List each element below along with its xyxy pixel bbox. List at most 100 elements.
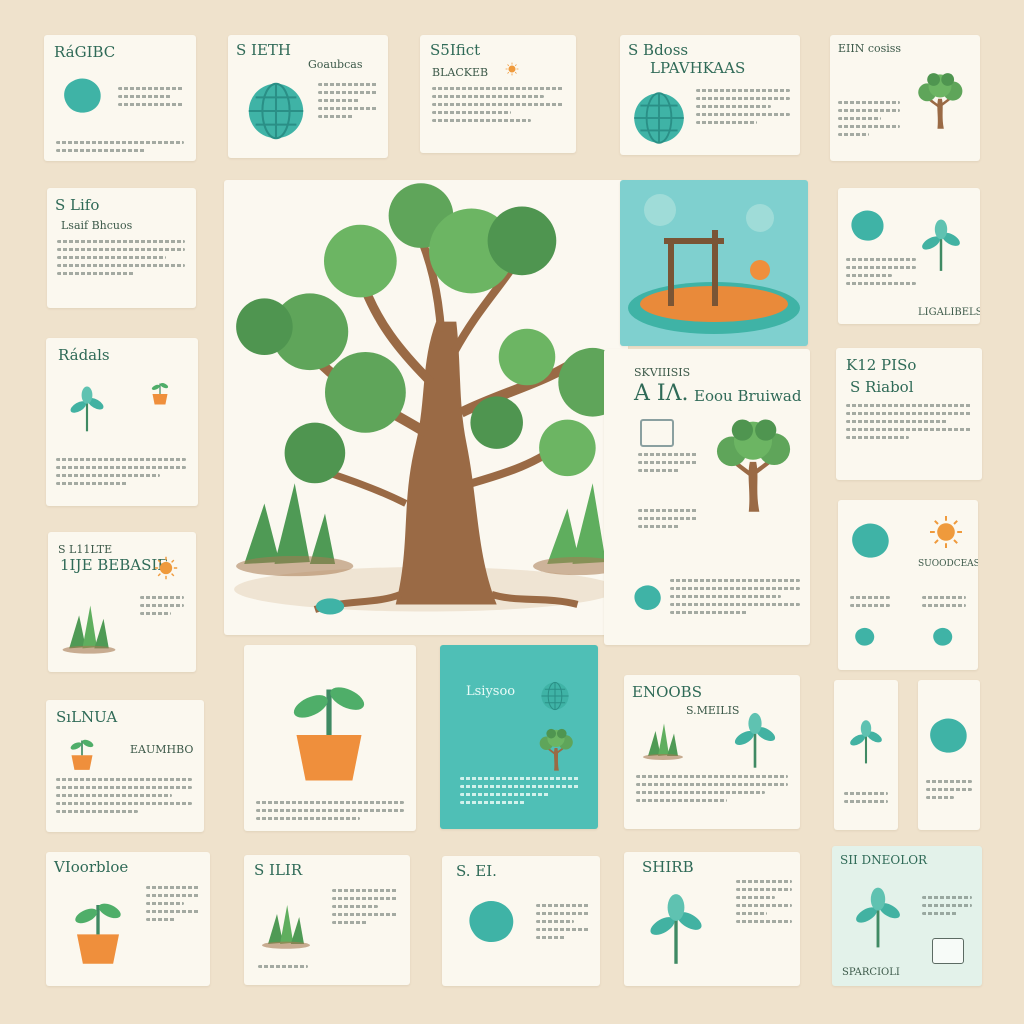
potted-tree-illustration — [254, 657, 404, 787]
card-title: S IETH — [236, 41, 292, 59]
card-r1c3[interactable]: S5Ifict BLACKEB — [420, 35, 576, 153]
text-lines — [922, 596, 966, 612]
leaf-heart-icon — [924, 706, 974, 766]
text-lines — [318, 83, 378, 123]
bush-tree-illustration — [700, 409, 806, 519]
card-title: SıLNUA — [56, 708, 118, 726]
pot-plant-icon — [60, 730, 104, 772]
card-r1c2[interactable]: S IETH Goaubcas — [228, 35, 388, 158]
card-r3c5[interactable]: K12 PISo S Riabol — [836, 348, 982, 480]
large-tree-illustration — [234, 183, 627, 615]
card-r1c4[interactable]: S Bdoss LPAVHKAAS — [620, 35, 800, 155]
card-footer: SPARCIOLI — [842, 967, 900, 978]
card-r3c3[interactable]: SKVIIISIS A IΛ. Eoou Bruiwad — [604, 349, 810, 645]
text-lines — [636, 775, 788, 807]
card-r2c5[interactable]: LIGALIBELS — [838, 188, 980, 324]
radish-icon — [840, 698, 892, 782]
sprout-illustration — [60, 368, 114, 446]
badge — [932, 938, 964, 964]
card-subtitle: A IΛ. — [634, 381, 689, 406]
orange-bowl-icon — [142, 376, 178, 406]
text-lines — [56, 458, 186, 490]
card-r6c4[interactable]: SHIRB — [624, 852, 800, 986]
text-lines — [56, 141, 184, 157]
card-r6c5[interactable]: SII DNEOLOR SPARCIOLI — [832, 846, 982, 986]
terrarium-illustration — [628, 87, 690, 149]
text-lines — [696, 89, 790, 129]
text-lines — [56, 778, 192, 818]
small-blob-icon — [852, 624, 878, 650]
text-lines — [846, 404, 972, 444]
card-title: K12 PISo — [846, 356, 917, 374]
text-lines — [838, 101, 900, 141]
card-title: S. EI. — [456, 862, 497, 880]
card-r1c1[interactable]: RáGIBC — [44, 35, 196, 161]
card-r4c5[interactable]: SUOODCEAS — [838, 500, 978, 670]
card-r5c2[interactable] — [244, 645, 416, 831]
card-title: VIoorbloe — [54, 858, 129, 876]
thumbnail-frame — [640, 419, 674, 447]
main-tree-card[interactable] — [224, 180, 628, 635]
card-r5c4[interactable]: ENOOBS S.MEILIS — [624, 675, 800, 829]
card-title: S ILIR — [254, 861, 303, 879]
card-subtitle: BLACKEB — [432, 66, 489, 79]
plant-sketch-illustration — [842, 870, 914, 960]
card-heading: Eoou Bruiwad — [694, 387, 802, 405]
creature-icon — [630, 565, 666, 631]
card-r2c1[interactable]: S Lifo Lsaif Bhcuos — [47, 188, 196, 308]
text-lines — [844, 792, 888, 808]
card-title: EIIN cosiss — [838, 42, 902, 55]
card-r3c1[interactable]: Rádals — [46, 338, 198, 506]
card-subtitle: Lsaif Bhcuos — [61, 219, 133, 232]
card-r1c5[interactable]: EIIN cosiss — [830, 35, 980, 161]
text-lines — [536, 904, 590, 944]
card-subtitle: 1ĲE BEBASIE — [60, 556, 169, 574]
card-title: SII DNEOLOR — [840, 853, 928, 867]
card-title: S L11LTE — [58, 543, 113, 556]
card-footer: LIGALIBELS — [918, 307, 980, 318]
card-subtitle: EAUMHBO — [130, 743, 194, 756]
sprout-icon — [910, 198, 972, 288]
orange-fruit-icon — [152, 554, 180, 582]
card-r5c5b[interactable] — [918, 680, 980, 830]
card-r5c3[interactable]: Lsiysoo — [440, 645, 598, 829]
seed-circle-icon — [846, 204, 890, 248]
tree-orb-icon — [532, 725, 580, 773]
text-lines — [57, 240, 185, 280]
seaweed-illustration — [56, 582, 122, 662]
text-lines — [432, 87, 564, 127]
card-r4c1[interactable]: S L11LTE 1ĲE BEBASIE — [48, 532, 196, 672]
card-title: ENOOBS — [632, 683, 702, 701]
text-lines — [638, 509, 698, 533]
card-title: Rádals — [58, 346, 110, 364]
jar-icon — [538, 679, 572, 713]
card-r6c2[interactable]: S ILIR — [244, 855, 410, 985]
card-title: Lsiysoo — [466, 684, 516, 699]
globe-illustration — [242, 77, 310, 145]
text-lines — [118, 87, 184, 111]
card-r2c4[interactable] — [620, 180, 808, 346]
card-r5c5a[interactable] — [834, 680, 898, 830]
card-subtitle: LPAVHKAAS — [650, 59, 746, 77]
card-title: S5Ifict — [430, 41, 481, 59]
text-lines — [140, 596, 184, 620]
succulent-icon — [634, 711, 692, 761]
text-lines — [460, 777, 580, 809]
card-r6c1[interactable]: VIoorbloe — [46, 852, 210, 986]
text-lines — [850, 596, 890, 612]
cactus-illustration — [634, 874, 718, 978]
card-title: S Bdoss — [628, 41, 689, 59]
blob-icon — [846, 514, 896, 568]
text-lines — [332, 889, 398, 929]
card-subtitle: S.MEILIS — [686, 704, 740, 717]
card-title: RáGIBC — [54, 43, 116, 61]
text-lines — [258, 965, 308, 973]
text-lines — [638, 453, 698, 477]
card-r6c3[interactable]: S. EI. — [442, 856, 600, 986]
text-lines — [846, 258, 916, 290]
teal-plant-icon — [256, 883, 316, 957]
card-title: SUOODCEAS — [918, 559, 978, 569]
card-r5c1[interactable]: SıLNUA EAUMHBO — [46, 700, 204, 832]
bowl-illustration — [54, 71, 112, 121]
card-title: S Lifo — [55, 196, 100, 214]
